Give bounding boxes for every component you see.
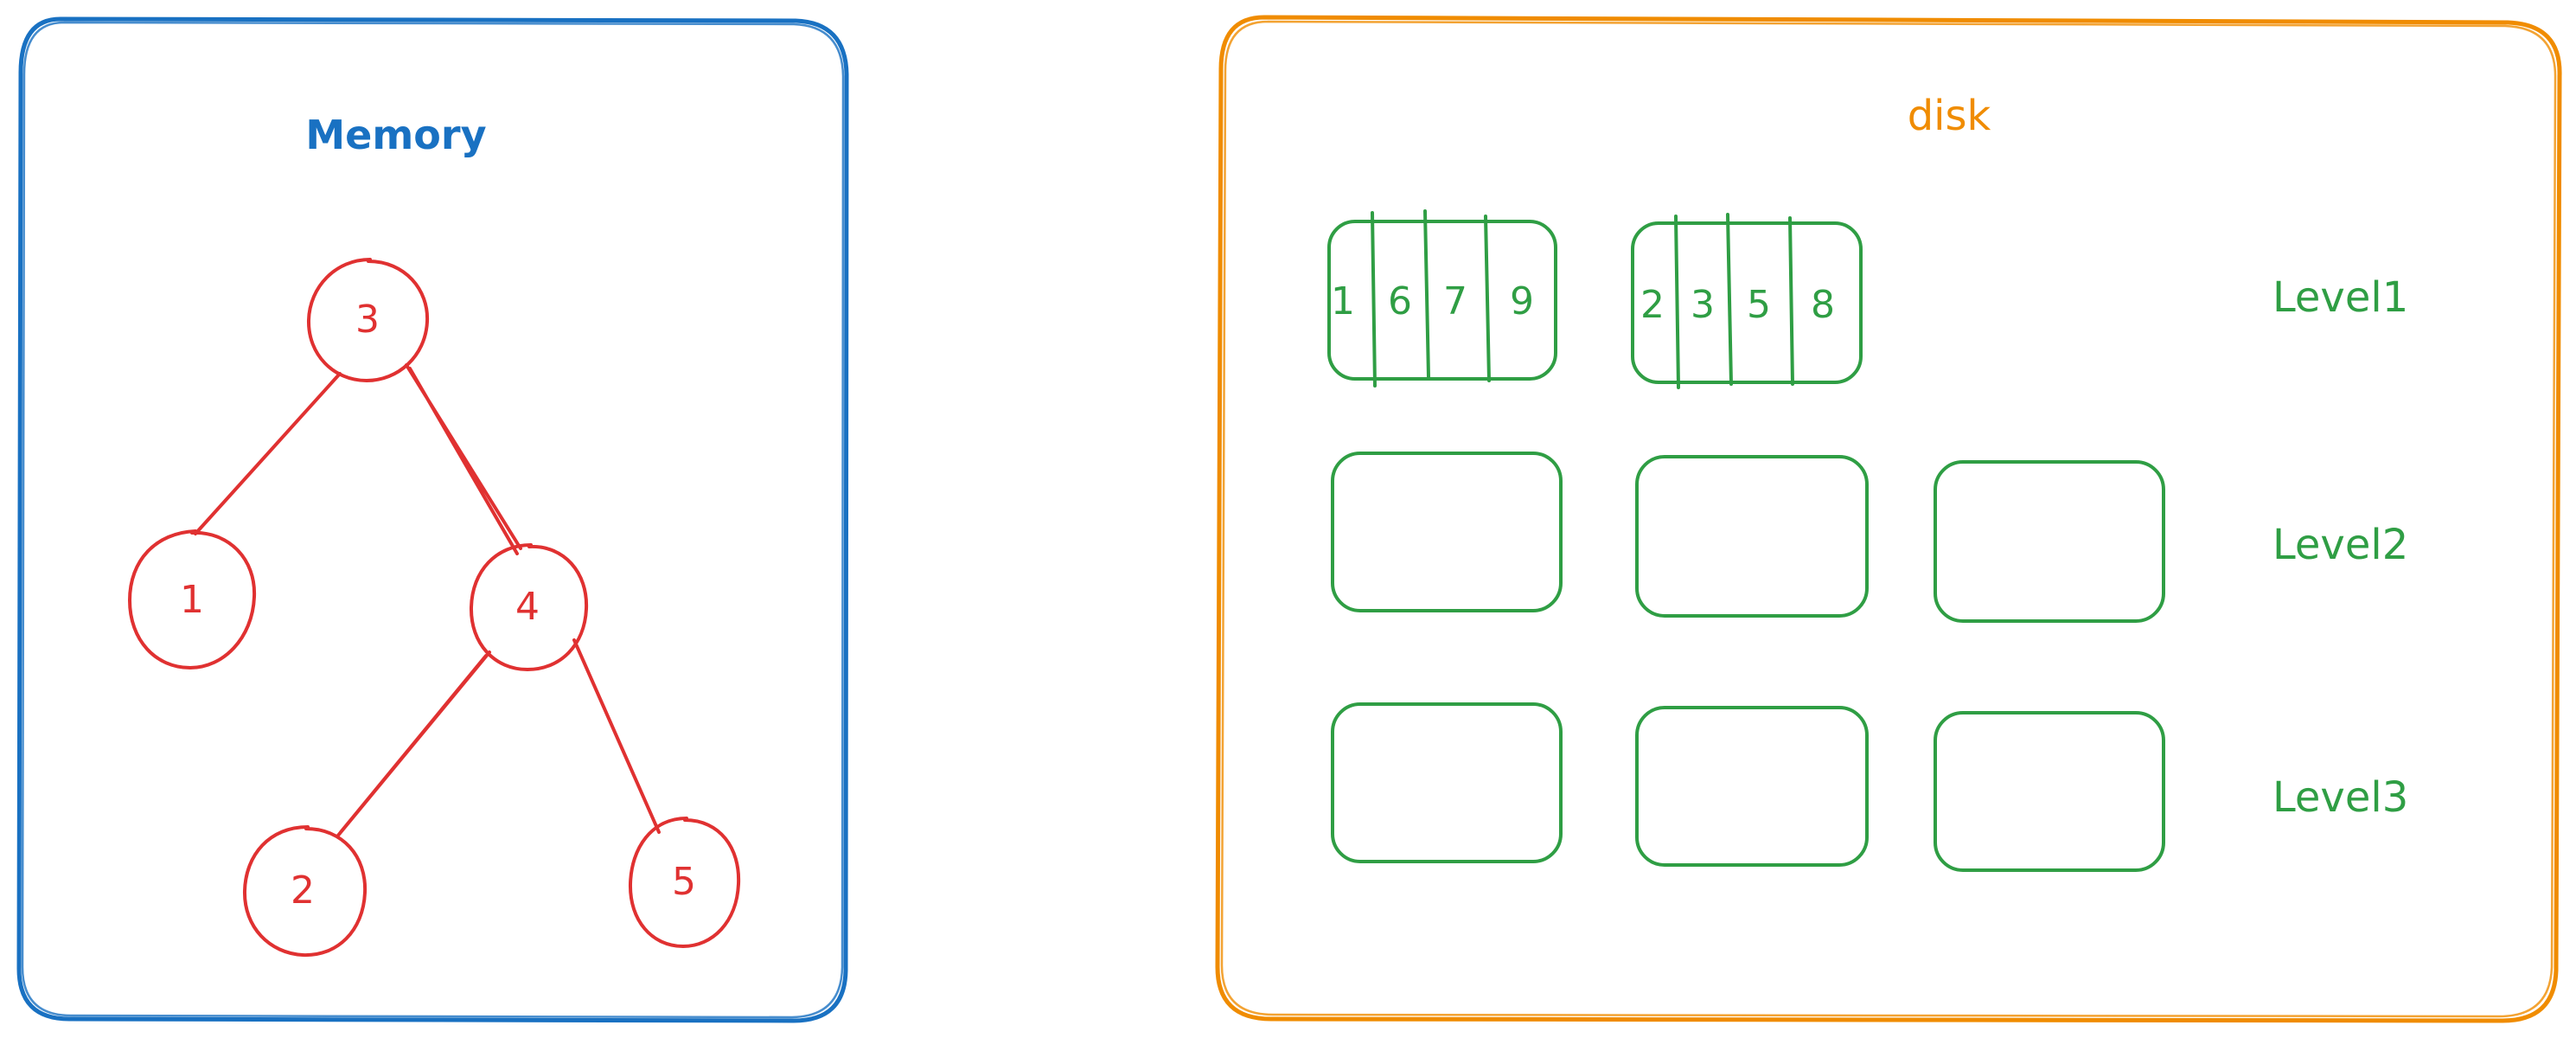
tree-node-4-label: 4 [515,585,540,629]
disk-panel-border [1215,15,2562,1023]
level-1-block-1-cell-1: 1 [1331,279,1355,324]
tree-edge-4-2 [336,650,491,838]
disk-title: disk [1908,92,1991,140]
tree-node-5-label: 5 [672,860,696,904]
level-3-label: Level3 [2272,773,2408,822]
tree-node-4: 4 [469,543,589,671]
tree-node-3-circle [306,258,430,382]
tree-node-3-label: 3 [355,298,380,342]
memory-title: Memory [305,112,486,158]
level-1-block-1: 1 6 7 9 [1327,209,1557,388]
level-1-block-1-cell-4: 9 [1510,279,1534,324]
tree-node-1-label: 1 [180,578,204,622]
disk-panel: disk 1 6 7 9 2 3 5 8 Level1 [1215,15,2562,1023]
level-2-label: Level2 [2272,521,2408,569]
tree-node-5-circle [628,817,741,948]
tree-edge-3-4 [405,363,522,555]
level-1-block-2-cell-4: 8 [1811,283,1835,327]
tree-edge-3-1 [194,372,342,535]
level-1-block-2-box [1631,221,1863,384]
level-2-block-3 [1934,460,2165,623]
tree-node-2: 2 [242,825,368,958]
level-1-row: 1 6 7 9 2 3 5 8 Level1 [1327,209,2408,389]
level-3-block-1 [1331,702,1563,863]
tree-node-2-circle [242,825,368,958]
tree-node-3: 3 [306,258,430,382]
tree-node-1: 1 [128,529,257,670]
level-1-label: Level1 [2272,273,2408,322]
memory-panel: Memory 3 1 4 2 5 [16,16,849,1023]
level-1-block-2: 2 3 5 8 [1631,213,1863,389]
level-1-block-1-cell-2: 6 [1388,279,1412,324]
level-1-block-2-cell-2: 3 [1691,283,1715,327]
memory-panel-border [16,16,849,1023]
level-3-block-2 [1635,706,1869,867]
tree-node-1-circle [128,529,257,670]
level-1-block-1-cell-3: 7 [1443,279,1467,324]
level-1-block-2-dividers [1674,213,1794,389]
tree-edges [194,363,661,838]
level-2-block-2 [1635,455,1869,618]
tree-node-2-label: 2 [291,868,315,913]
level-1-block-1-dividers [1371,209,1491,388]
tree-edge-4-5 [572,638,661,834]
level-3-block-3 [1934,711,2165,872]
level-1-block-2-cell-3: 5 [1747,283,1771,327]
level-1-block-1-box [1327,220,1557,381]
tree-node-5: 5 [628,817,741,948]
tree-node-4-circle [469,543,589,671]
level-2-row: Level2 [1331,452,2408,623]
level-3-row: Level3 [1331,702,2408,872]
level-2-block-1 [1331,452,1563,612]
level-1-block-2-cell-1: 2 [1640,283,1665,327]
